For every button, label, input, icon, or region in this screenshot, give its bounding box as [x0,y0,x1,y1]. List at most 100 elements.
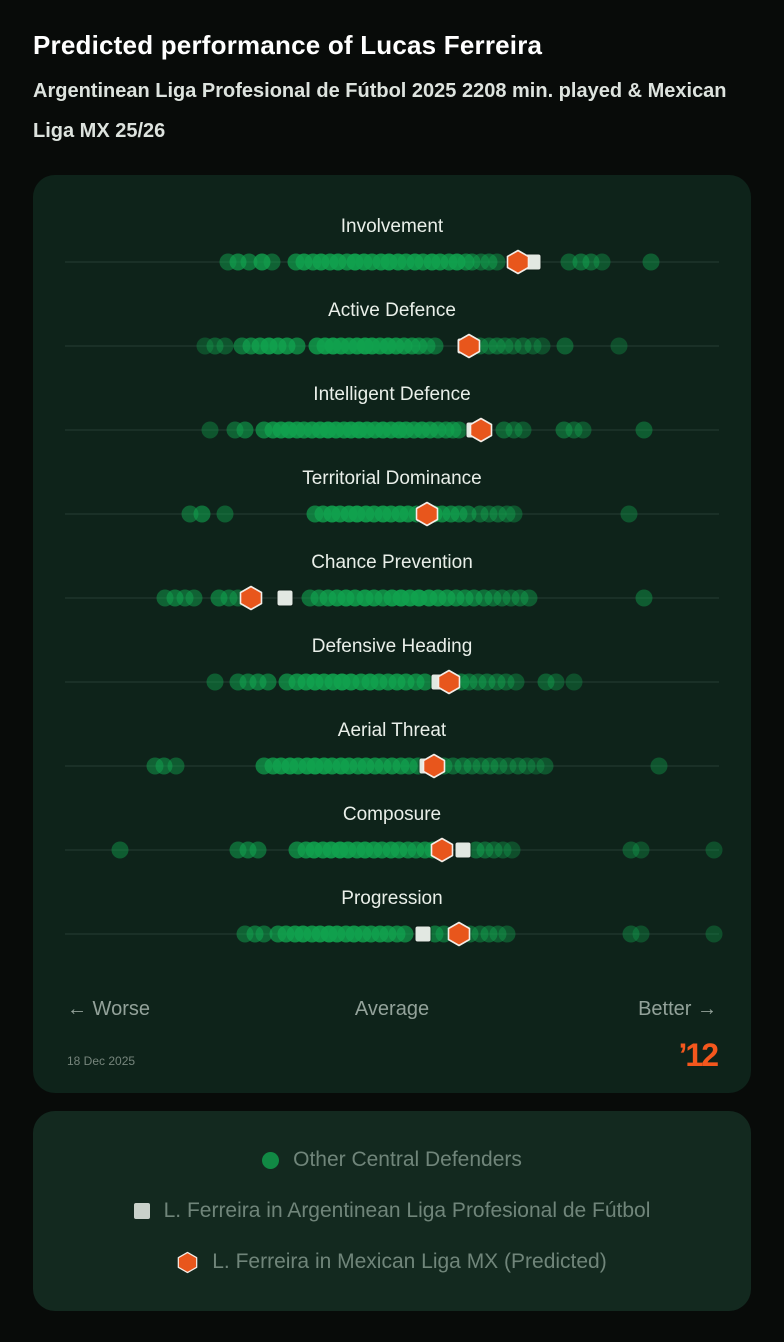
axis-average-label: Average [354,998,430,1020]
other-defender-dot [236,421,254,439]
other-defender-dot [396,925,414,943]
metric-label-defensive-heading: Defensive Heading [311,636,473,657]
other-defender-dot [426,337,444,355]
other-defender-dot [498,925,516,943]
other-defender-dot [490,757,508,775]
metric-strip-defensive-heading [65,669,719,695]
other-defender-dot [650,757,668,775]
green-dot-swatch [262,1151,280,1169]
other-defender-dot [504,337,522,355]
mexico-predicted-marker [431,837,454,863]
mexico-predicted-marker [240,585,263,611]
other-defender-dot [632,841,650,859]
metric-row-territorial-dominance: Territorial Dominance [65,467,719,551]
other-defender-dot [471,505,489,523]
other-defender-dot [635,589,653,607]
other-defender-dot [485,841,503,859]
other-defender-dot [480,253,498,271]
other-defender-dot [488,673,506,691]
metric-row-active-defence: Active Defence [65,299,719,383]
other-defender-dot [255,925,273,943]
other-defender-dot [622,925,640,943]
metric-label-intelligent-defence: Intelligent Defence [313,384,471,405]
other-defender-dot [496,337,514,355]
other-defender-dot [511,589,529,607]
mexico-predicted-marker [506,249,529,275]
mexico-predicted-marker [447,921,471,947]
metric-strip-intelligent-defence [65,417,719,443]
other-defender-dot [705,925,723,943]
other-defender-dot [259,673,277,691]
other-defender-dot [524,337,542,355]
argentina-league-marker [277,590,293,606]
other-defender-dot [536,757,554,775]
metric-strip-aerial-threat [65,753,719,779]
other-defender-dot [547,673,564,691]
other-defender-dot [514,421,532,439]
metric-row-intelligent-defence: Intelligent Defence [65,383,719,467]
other-defender-dot [249,841,267,859]
metric-row-progression: Progression [65,887,723,971]
other-defender-dot [582,253,600,271]
other-defender-dot [527,757,545,775]
other-defender-dot [201,421,219,439]
other-defender-dot [288,337,306,355]
metric-strip-territorial-dominance [65,501,719,527]
legend-item-other-defenders: Other Central Defenders [33,1148,751,1172]
other-defender-dot [705,841,723,859]
other-defender-dot [620,505,638,523]
header: Predicted performance of Lucas Ferreira … [0,0,784,151]
metric-row-involvement: Involvement [65,215,719,299]
metric-label-territorial-dominance: Territorial Dominance [302,468,482,489]
other-defender-dot [537,673,555,691]
other-defender-dot [206,673,224,691]
axis-better-label: Better → [638,998,717,1020]
other-defender-dot [565,673,583,691]
other-defender-dot [489,925,507,943]
other-defender-dot [196,337,214,355]
other-defender-dot [556,337,574,355]
other-defender-dot [167,757,185,775]
other-defender-dot [206,337,224,355]
other-defender-dot [155,757,173,775]
panel-footer: 18 Dec 2025 ’12 [65,1037,719,1074]
other-defender-dot [518,757,536,775]
mexico-predicted-marker [437,669,461,695]
other-defender-dot [610,337,628,355]
mexico-predicted-marker [416,501,439,527]
metric-label-involvement: Involvement [340,216,444,237]
other-defender-dot [476,841,494,859]
other-defender-dot [509,757,527,775]
other-defender-dot [493,589,511,607]
metric-strip-progression [65,921,723,947]
other-defender-dot [111,841,129,859]
other-defender-dot [488,253,506,271]
date-label: 18 Dec 2025 [67,1054,136,1068]
other-defender-dot [499,757,517,775]
metric-label-composure: Composure [342,804,442,825]
other-defender-dot [494,841,512,859]
metric-label-active-defence: Active Defence [328,300,456,321]
other-defender-dot [635,421,653,439]
metric-strip-composure [65,837,723,863]
other-defender-dot [514,337,532,355]
orange-hexagon-swatch [177,1251,198,1273]
metric-row-defensive-heading: Defensive Heading [65,635,719,719]
other-defender-dot [480,925,498,943]
metric-strip-active-defence [65,333,719,359]
other-defender-dot [593,253,611,271]
twelve-logo: ’12 [678,1037,720,1073]
other-defender-dot [503,841,521,859]
metric-row-aerial-threat: Aerial Threat [65,719,719,803]
mexico-predicted-marker [457,333,481,359]
other-defender-dot [533,337,551,355]
other-defender-dot [622,841,640,859]
argentina-league-marker [525,254,541,270]
other-defender-dot [498,505,516,523]
other-defender-dot [497,673,515,691]
other-defender-dot [632,925,650,943]
metric-row-chance-prevention: Chance Prevention [65,551,719,635]
other-defender-dot [450,421,468,439]
other-defender-dot [555,421,573,439]
